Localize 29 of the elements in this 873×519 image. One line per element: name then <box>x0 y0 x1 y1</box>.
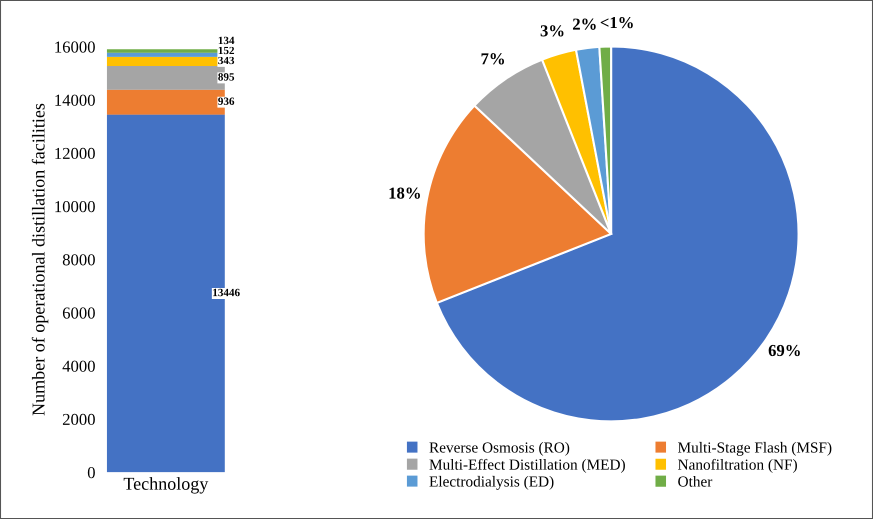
x-tick-label: Technology <box>124 477 208 494</box>
data-label: 13446 <box>213 288 240 296</box>
y-tick-label: 0 <box>88 466 95 478</box>
data-label: 3% <box>540 25 564 36</box>
data-label: 69% <box>768 344 800 356</box>
legend-label: Other <box>678 476 712 487</box>
y-tick-label: 2000 <box>62 414 95 426</box>
data-label: 343 <box>218 56 234 64</box>
legend-label: Electrodialysis (ED) <box>429 476 554 490</box>
data-label: 152 <box>218 46 234 54</box>
data-label: <1% <box>600 16 633 28</box>
legend-label: Multi-Effect Distillation (MED) <box>429 458 625 473</box>
data-label: 936 <box>218 98 234 105</box>
y-tick-label: 10000 <box>55 201 95 212</box>
y-tick-label: 4000 <box>62 360 95 372</box>
y-tick-label: 16000 <box>55 41 95 53</box>
data-label: 134 <box>218 36 234 44</box>
legend-label: Nanofiltration (NF) <box>678 458 797 473</box>
data-label: 2% <box>572 18 596 30</box>
legend-label: Multi-Stage Flash (MSF) <box>678 442 832 456</box>
y-tick-label: 8000 <box>62 254 95 266</box>
y-tick-label: 6000 <box>62 307 95 319</box>
legend-label: Reverse Osmosis (RO) <box>429 442 570 456</box>
data-label: 7% <box>482 53 504 64</box>
y-tick-label: 14000 <box>55 94 95 106</box>
data-label: 895 <box>218 73 234 81</box>
data-label: 18% <box>390 187 420 199</box>
y-tick-label: 12000 <box>55 148 95 160</box>
y-axis-title: Number of operational distillation facilities <box>32 104 48 416</box>
